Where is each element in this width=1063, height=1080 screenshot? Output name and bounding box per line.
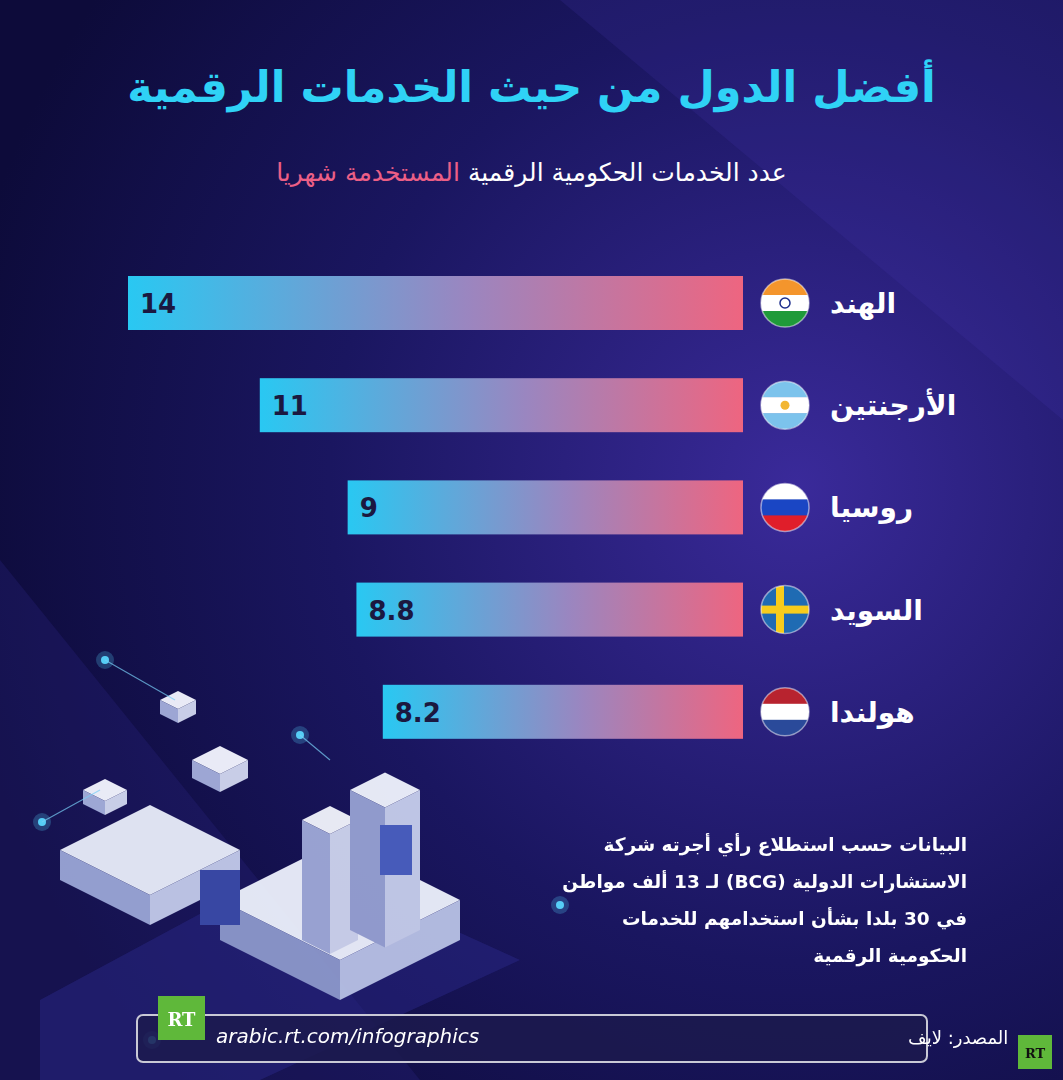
data-label: 11 — [272, 391, 308, 421]
source: المصدر: لايف — [908, 1027, 1008, 1048]
iso-side — [220, 760, 248, 792]
flag-stripe — [761, 279, 809, 296]
note-line: في 30 بلدا بشأن استخدامهم للخدمات — [547, 900, 967, 937]
footer: RT arabic.rt.com/infographics المصدر: لايف… — [137, 996, 1052, 1069]
iso-side — [192, 760, 220, 792]
iso-screen — [380, 825, 412, 875]
flag — [761, 381, 809, 430]
flag — [761, 483, 809, 532]
iso-side — [60, 850, 150, 925]
iso-side — [350, 790, 385, 948]
flag-field — [761, 586, 809, 634]
note: البيانات حسب استطلاع رأي أجرته شركةالاست… — [547, 826, 967, 974]
flag-sun — [781, 401, 790, 410]
flag-ring — [761, 279, 809, 327]
footer-bar — [137, 1015, 927, 1062]
flag-ring — [761, 381, 809, 429]
note-line: البيانات حسب استطلاع رأي أجرته شركة — [547, 826, 967, 863]
iso-side — [302, 820, 330, 954]
flag-stripe — [761, 295, 809, 312]
labels: 14 الهند 11 الأرجنتين 9 روسيا 8.8 السويد 8.2 هولن… — [140, 287, 956, 729]
iso-side — [178, 700, 196, 723]
flag-body — [761, 381, 809, 430]
data-label: 9 — [360, 493, 378, 523]
title: أفضل الدول من حيث الخدمات الرقمية — [0, 62, 1063, 112]
logo: RT — [167, 1009, 196, 1030]
flag-body — [761, 688, 809, 737]
data-label: 14 — [140, 289, 176, 319]
subtitle: عدد الخدمات الحكومية الرقمية المستخدمة شه… — [0, 158, 1063, 187]
note-line: الحكومية الرقمية — [547, 937, 967, 974]
flag-body — [761, 279, 809, 328]
iso-side — [160, 700, 178, 723]
bar — [383, 685, 743, 739]
subtitle-part: المستخدمة شهريا — [276, 158, 460, 187]
flag-body — [761, 483, 809, 532]
category-label: روسيا — [830, 491, 913, 524]
flag-cross — [761, 606, 809, 614]
flag-stripe — [761, 688, 809, 705]
category-label: الأرجنتين — [830, 388, 956, 422]
subtitle-part: عدد الخدمات الحكومية الرقمية — [468, 158, 787, 187]
url: arabic.rt.com/infographics — [216, 1024, 479, 1048]
logo: RT — [1025, 1046, 1046, 1061]
flag-ring — [761, 688, 809, 736]
flag — [761, 279, 809, 328]
category-label: السويد — [830, 594, 923, 627]
iso-side — [150, 850, 240, 925]
bar — [260, 378, 743, 432]
category-label: هولندا — [830, 696, 915, 729]
iso-screen — [200, 870, 240, 925]
category-label: الهند — [830, 287, 896, 320]
bar — [356, 583, 743, 637]
note-line: الاستشارات الدولية (BCG) لـ 13 ألف مواطن — [547, 863, 967, 900]
background — [0, 0, 1063, 1080]
flag-ring — [761, 586, 809, 634]
data-label: 8.2 — [395, 698, 441, 728]
bar — [348, 480, 743, 534]
logo-box — [1018, 1035, 1052, 1069]
flag-stripe — [761, 381, 809, 398]
glow-halo — [551, 896, 569, 914]
flag-wheel — [780, 298, 790, 308]
flag — [761, 586, 809, 634]
flag-stripe — [761, 397, 809, 414]
logo-box — [158, 996, 205, 1040]
flag-stripe — [761, 704, 809, 721]
flag-ring — [761, 483, 809, 531]
flag-body — [761, 586, 809, 634]
flag — [761, 688, 809, 737]
bar — [128, 276, 743, 330]
flag-cross — [776, 586, 784, 634]
plot-area — [128, 276, 743, 739]
decor-line — [42, 660, 330, 822]
iso-side — [105, 790, 127, 815]
flag-stripe — [761, 483, 809, 500]
flag-stripe — [761, 499, 809, 516]
data-label: 8.8 — [368, 596, 414, 626]
